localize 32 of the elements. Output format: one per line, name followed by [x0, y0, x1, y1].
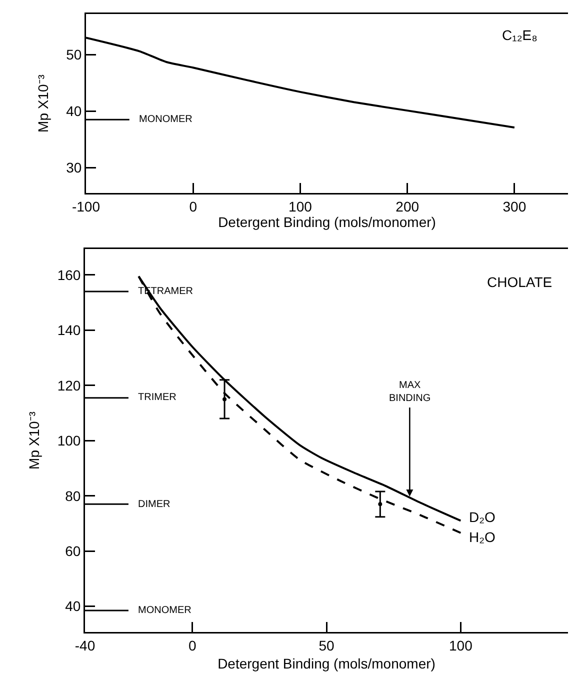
y-tick-label: 30: [66, 159, 82, 176]
y-tick-label: 40: [65, 598, 81, 614]
y-tick-label: 80: [65, 488, 81, 504]
annotation: MAX BINDING: [389, 380, 431, 404]
x-tick-label: 200: [396, 198, 420, 214]
x-tick-label: 50: [318, 637, 334, 654]
y-tick-label: 120: [57, 377, 81, 394]
ref-line-label: MONOMER: [139, 114, 192, 125]
y-tick-label: 40: [66, 103, 82, 120]
x-tick-label: 0: [189, 198, 198, 214]
annotation: CHOLATE: [487, 274, 552, 290]
y-axis-title: Mp X10⁻³: [34, 74, 51, 132]
x-tick-label: -100: [72, 198, 100, 214]
x-tick-label: 100: [288, 198, 312, 214]
x-axis-title: Detergent Binding (mols/monomer): [218, 214, 436, 230]
y-tick-label: 160: [57, 266, 81, 283]
x-tick-label: -40: [74, 637, 96, 654]
x-tick-label: 0: [188, 637, 196, 654]
ref-line-label: TRIMER: [138, 392, 176, 403]
y-axis-title: Mp X10⁻³: [26, 411, 42, 470]
y-tick-label: 50: [66, 46, 82, 63]
y-tick-label: 140: [57, 322, 81, 338]
annotation: C₁₂E₈: [502, 27, 538, 43]
x-tick-label: 100: [448, 637, 473, 654]
series-label: H₂O: [469, 529, 496, 545]
ref-line-label: DIMER: [138, 499, 170, 510]
x-tick-label: 300: [502, 198, 526, 214]
y-tick-label: 60: [65, 542, 81, 559]
x-axis-title: Detergent Binding (mols/monomer): [218, 655, 436, 672]
ref-line-label: MONOMER: [138, 605, 192, 616]
y-tick-label: 100: [57, 432, 81, 449]
series-label: D₂O: [469, 509, 496, 525]
